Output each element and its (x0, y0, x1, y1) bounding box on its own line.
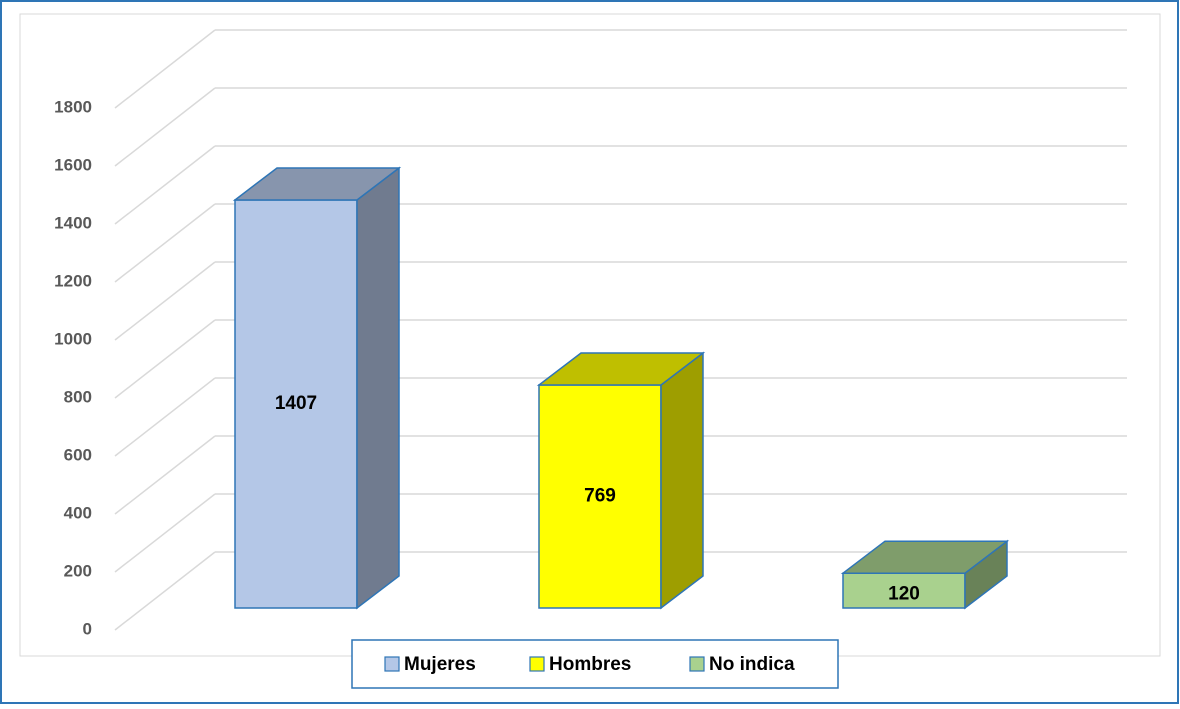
grid-line (114, 87, 216, 167)
y-tick-label: 600 (64, 445, 92, 464)
bar-side (660, 351, 704, 610)
bar-side (356, 166, 400, 610)
value-label: 1407 (275, 393, 317, 414)
legend-label: Mujeres (404, 654, 476, 675)
y-tick-label: 800 (64, 387, 92, 406)
y-tick-label: 0 (83, 619, 92, 638)
y-tick-label: 200 (64, 561, 92, 580)
grid-line (114, 145, 216, 225)
grid-line (114, 203, 216, 283)
bar-top (840, 540, 1010, 574)
grid-line (114, 261, 216, 341)
legend-label: No indica (709, 654, 795, 675)
grid-line (114, 493, 216, 573)
bar-top (536, 352, 706, 386)
grid-line (114, 551, 216, 631)
bar-front (234, 199, 358, 609)
legend-swatch (529, 656, 545, 672)
grid-line (114, 319, 216, 399)
y-tick-label: 400 (64, 503, 92, 522)
legend-swatch (689, 656, 705, 672)
value-label: 120 (888, 584, 920, 605)
legend-label: Hombres (549, 654, 631, 675)
grid-line (114, 377, 216, 457)
y-tick-label: 1000 (54, 329, 92, 348)
y-tick-label: 1800 (54, 97, 92, 116)
y-tick-label: 1400 (54, 213, 92, 232)
y-tick-label: 1600 (54, 155, 92, 174)
y-tick-label: 1200 (54, 271, 92, 290)
bar-top (232, 167, 402, 201)
bar-front (842, 572, 966, 609)
grid-line (114, 29, 216, 109)
legend-swatch (384, 656, 400, 672)
value-label: 769 (584, 486, 616, 507)
grid-line (114, 435, 216, 515)
legend-box (351, 639, 839, 689)
